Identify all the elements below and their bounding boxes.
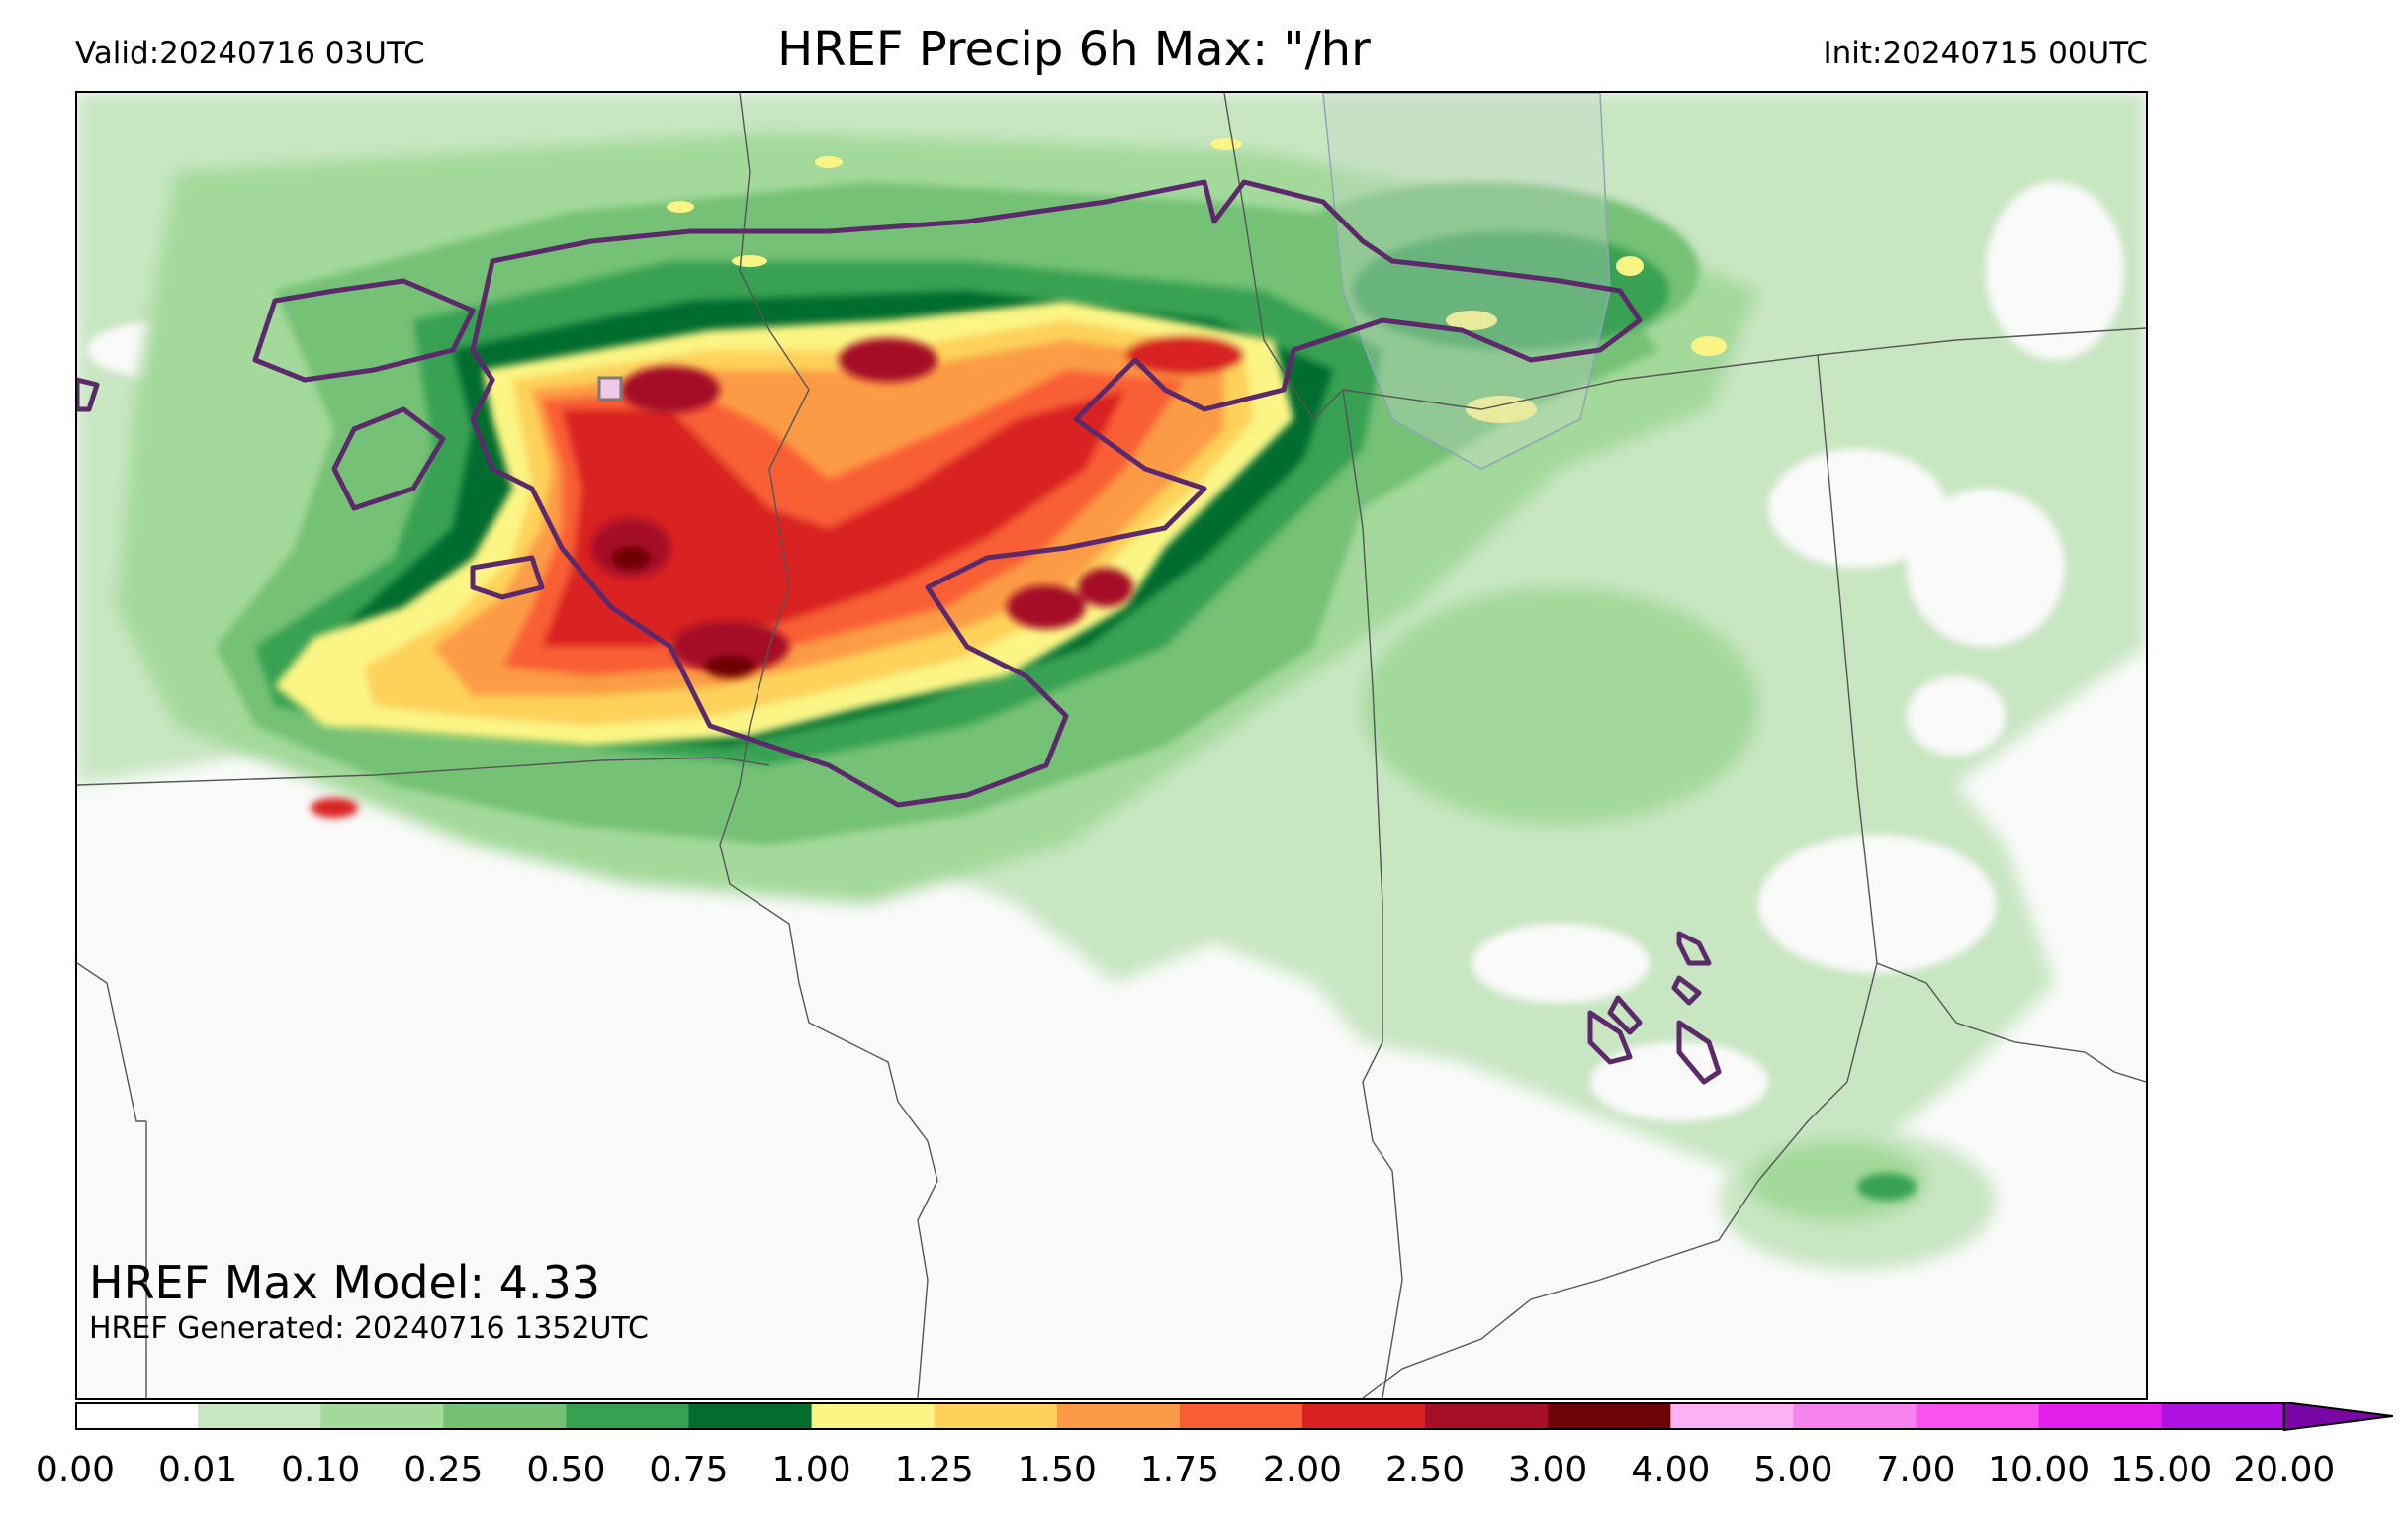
- colorbar-tick-label: 0.00: [35, 1450, 116, 1490]
- colorbar-tick-label: 10.00: [1988, 1450, 2091, 1490]
- colorbar-tick-label: 3.00: [1508, 1450, 1588, 1490]
- colorbar-tick-label: 2.50: [1385, 1450, 1466, 1490]
- colorbar-segment: [1056, 1402, 1181, 1430]
- colorbar-segment: [443, 1402, 567, 1430]
- colorbar-outline: [75, 1402, 2285, 1430]
- colorbar-tick-label: 2.00: [1262, 1450, 1343, 1490]
- colorbar-tick-label: 1.00: [771, 1450, 851, 1490]
- colorbar-segment: [688, 1402, 813, 1430]
- colorbar-tick-label: 0.50: [526, 1450, 606, 1490]
- colorbar-tick-label: 5.00: [1753, 1450, 1833, 1490]
- colorbar-segment: [320, 1402, 444, 1430]
- colorbar-segment: [1670, 1402, 1794, 1430]
- colorbar-tick-label: 20.00: [2233, 1450, 2336, 1490]
- colorbar-segment: [1793, 1402, 1917, 1430]
- state-borders: [77, 93, 2146, 1398]
- colorbar-segment: [1916, 1402, 2040, 1430]
- precip-map: [77, 93, 2146, 1398]
- colorbar-segment: [811, 1402, 936, 1430]
- colorbar: [75, 1402, 2393, 1432]
- colorbar-segment: [75, 1402, 199, 1430]
- colorbar-tick-label: 0.25: [403, 1450, 484, 1490]
- colorbar-segment: [566, 1402, 689, 1430]
- init-time: Init:20240715 00UTC: [1823, 36, 2148, 71]
- colorbar-segment: [2038, 1402, 2163, 1430]
- colorbar-segment: [934, 1402, 1058, 1430]
- max-location-marker: [597, 376, 623, 402]
- map-panel[interactable]: HREF Max Model: 4.33 HREF Generated: 202…: [75, 91, 2148, 1400]
- colorbar-tick-label: 1.25: [894, 1450, 974, 1490]
- precip-extreme-cells: [591, 338, 1133, 678]
- colorbar-segment: [1425, 1402, 1549, 1430]
- colorbar-tick-label: 0.75: [649, 1450, 729, 1490]
- colorbar-tick-label: 1.75: [1139, 1450, 1219, 1490]
- colorbar-tick-label: 7.00: [1876, 1450, 1956, 1490]
- colorbar-labels: 0.00 0.01 0.10 0.25 0.50 0.75 1.00 1.25 1.50 1.75…: [0, 1450, 2408, 1499]
- colorbar-segment: [1179, 1402, 1303, 1430]
- colorbar-tick-label: 4.00: [1631, 1450, 1711, 1490]
- colorbar-segment: [198, 1402, 321, 1430]
- colorbar-extend-arrow: [2282, 1402, 2393, 1432]
- colorbar-tick-label: 0.01: [158, 1450, 238, 1490]
- colorbar-tick-label: 1.50: [1017, 1450, 1097, 1490]
- lake-michigan: [1322, 93, 1611, 470]
- colorbar-segment: [2161, 1402, 2285, 1430]
- generated-label: HREF Generated: 20240716 1352UTC: [89, 1311, 650, 1346]
- colorbar-segment: [1548, 1402, 1671, 1430]
- map-title: HREF Precip 6h Max: "/hr: [777, 22, 1371, 77]
- isolated-cells: [667, 138, 1727, 423]
- colorbar-segment: [1302, 1402, 1426, 1430]
- colorbar-tick-label: 0.10: [281, 1450, 361, 1490]
- valid-time: Valid:20240716 03UTC: [75, 36, 425, 71]
- colorbar-tick-label: 15.00: [2110, 1450, 2213, 1490]
- exceedance-contours: [77, 179, 1722, 1085]
- max-model-label: HREF Max Model: 4.33: [89, 1256, 601, 1309]
